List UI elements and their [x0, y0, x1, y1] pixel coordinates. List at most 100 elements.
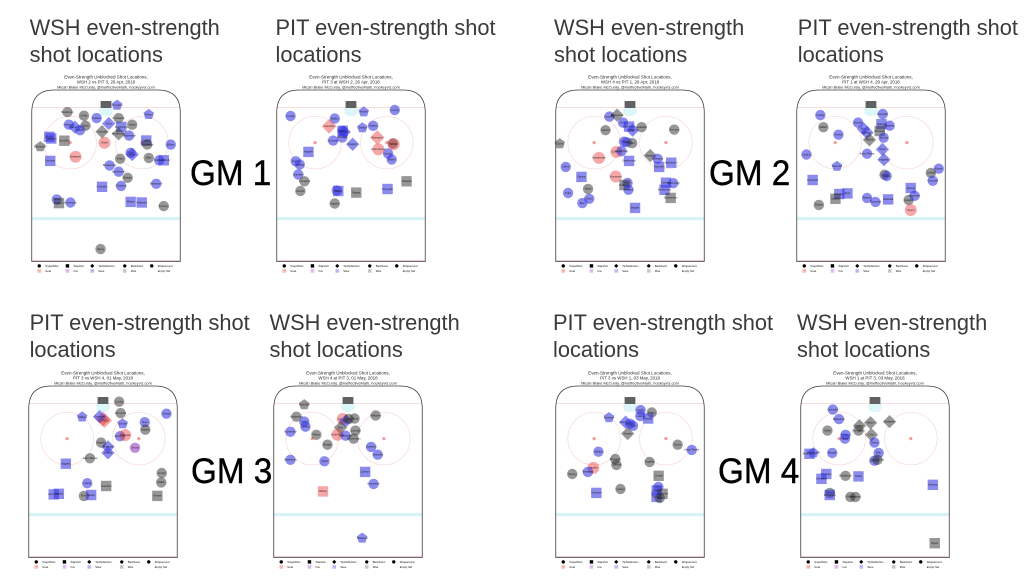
svg-text:Carlson: Carlson	[601, 128, 610, 132]
svg-text:Backstrom: Backstrom	[611, 113, 623, 117]
svg-text:Even-Strength Unblocked Shot L: Even-Strength Unblocked Shot Locations,	[833, 371, 917, 376]
svg-text:Goal: Goal	[811, 269, 817, 273]
svg-text:WSH 4 vs PIT 1, 29 Apr, 2018: WSH 4 vs PIT 1, 29 Apr, 2018	[601, 80, 660, 85]
svg-text:Empty Net: Empty Net	[400, 565, 413, 569]
svg-text:Letang: Letang	[617, 487, 625, 491]
svg-text:Micah Blake McCurdy, @Ineffect: Micah Blake McCurdy, @IneffectiveMath, h…	[302, 85, 400, 90]
svg-text:Aston-Reese: Aston-Reese	[685, 448, 701, 452]
svg-text:Wilson: Wilson	[629, 128, 637, 132]
svg-text:Kuznetsov: Kuznetsov	[141, 142, 154, 146]
svg-text:Kessel: Kessel	[645, 416, 653, 420]
svg-text:Aston-Reese: Aston-Reese	[82, 456, 98, 460]
svg-text:Hagelin: Hagelin	[96, 440, 105, 444]
svg-text:Wraparound: Wraparound	[927, 560, 942, 564]
svg-text:Stephenson: Stephenson	[347, 437, 361, 441]
svg-text:Smith-Pelly: Smith-Pelly	[615, 149, 629, 153]
svg-text:Djoos: Djoos	[842, 437, 849, 441]
svg-text:Kuznetsov: Kuznetsov	[853, 428, 866, 432]
svg-text:Even-Strength Unblocked Shot L: Even-Strength Unblocked Shot Locations,	[306, 371, 390, 376]
svg-text:Eller: Eller	[78, 128, 83, 132]
svg-text:Micah Blake McCurdy, @Ineffect: Micah Blake McCurdy, @IneffectiveMath, h…	[581, 381, 679, 386]
svg-text:Wraparound: Wraparound	[923, 264, 938, 268]
svg-text:Kuznetsov: Kuznetsov	[824, 493, 837, 497]
svg-text:Oshie: Oshie	[620, 120, 627, 124]
svg-text:Miss: Miss	[373, 565, 379, 569]
svg-text:Djoos: Djoos	[585, 187, 592, 191]
svg-text:Snap/Wrist: Snap/Wrist	[815, 560, 828, 564]
svg-text:Hagelin: Hagelin	[61, 462, 70, 466]
svg-text:Ovechkin: Ovechkin	[816, 477, 827, 481]
svg-text:Slapshot: Slapshot	[843, 560, 854, 564]
svg-text:Ovechkin: Ovechkin	[604, 114, 615, 118]
svg-text:Sprong: Sprong	[568, 472, 577, 476]
svg-text:Smith-Pelly: Smith-Pelly	[871, 458, 885, 462]
svg-text:Sheary: Sheary	[162, 412, 171, 416]
svg-text:Orlov: Orlov	[129, 152, 136, 156]
svg-text:Snap/Wrist: Snap/Wrist	[291, 264, 304, 268]
svg-text:Miss: Miss	[655, 269, 661, 273]
svg-text:Vrana: Vrana	[586, 197, 593, 201]
svg-text:Burakovsky: Burakovsky	[592, 156, 606, 160]
svg-text:Schultz: Schultz	[54, 492, 63, 496]
svg-text:Dumoulin: Dumoulin	[610, 457, 622, 461]
svg-text:Even-Strength Unblocked Shot L: Even-Strength Unblocked Shot Locations,	[309, 75, 393, 80]
svg-text:Smith-Pelly: Smith-Pelly	[115, 125, 129, 129]
svg-text:Backstrom: Backstrom	[833, 417, 845, 421]
svg-text:Orlov: Orlov	[565, 191, 572, 195]
svg-text:Carlson: Carlson	[361, 470, 370, 474]
svg-text:Micah Blake McCurdy, @Ineffect: Micah Blake McCurdy, @IneffectiveMath, h…	[581, 85, 679, 90]
svg-text:Chiasson: Chiasson	[46, 136, 57, 140]
svg-text:Vrana: Vrana	[117, 157, 124, 161]
svg-text:Wraparound: Wraparound	[158, 264, 173, 268]
svg-text:Guentzel: Guentzel	[324, 124, 335, 128]
svg-text:WSH 1 at PIT 3, 03 May, 2018: WSH 1 at PIT 3, 03 May, 2018	[846, 376, 906, 381]
svg-text:Maatta: Maatta	[595, 450, 603, 454]
svg-text:Even-Strength Unblocked Shot L: Even-Strength Unblocked Shot Locations,	[61, 371, 145, 376]
svg-text:Kempny: Kempny	[46, 159, 56, 163]
svg-text:Letang: Letang	[296, 162, 304, 166]
svg-text:Miss: Miss	[131, 269, 137, 273]
svg-text:Sprong: Sprong	[907, 186, 916, 190]
svg-text:Oshie: Oshie	[301, 419, 308, 423]
svg-text:Hornqvist: Hornqvist	[299, 179, 310, 183]
svg-text:Eller: Eller	[146, 156, 151, 160]
svg-text:PIT 3 vs WSH 4, 01 May, 2018: PIT 3 vs WSH 4, 01 May, 2018	[73, 376, 133, 381]
svg-text:Kessel: Kessel	[653, 488, 661, 492]
svg-text:Rust: Rust	[142, 420, 148, 424]
svg-text:Empty Net: Empty Net	[158, 269, 171, 273]
svg-text:Even-Strength Unblocked Shot L: Even-Strength Unblocked Shot Locations,	[588, 75, 672, 80]
svg-text:Iron: Iron	[598, 269, 603, 273]
svg-text:Rust: Rust	[657, 496, 663, 500]
svg-text:Smith-Pelly: Smith-Pelly	[667, 181, 681, 185]
svg-text:Ovechkin: Ovechkin	[97, 185, 108, 189]
svg-text:Sheary: Sheary	[87, 493, 96, 497]
svg-text:Wilson: Wilson	[127, 200, 135, 204]
svg-text:Hornqvist: Hornqvist	[657, 492, 668, 496]
svg-text:Kempny: Kempny	[928, 483, 938, 487]
svg-text:Kessel: Kessel	[835, 133, 843, 137]
svg-text:Snap/Wrist: Snap/Wrist	[46, 264, 59, 268]
svg-text:Slapshot: Slapshot	[839, 264, 850, 268]
svg-text:Dumoulin: Dumoulin	[878, 112, 890, 116]
svg-text:Kuznetsov: Kuznetsov	[610, 174, 623, 178]
svg-text:Brassard: Brassard	[372, 135, 383, 139]
svg-text:Sheary: Sheary	[815, 203, 824, 207]
svg-text:Empty Net: Empty Net	[682, 565, 695, 569]
svg-text:Hornqvist: Hornqvist	[807, 178, 818, 182]
svg-text:Letang: Letang	[100, 418, 108, 422]
svg-text:Goal: Goal	[42, 565, 48, 569]
svg-text:Smith-Pelly: Smith-Pelly	[157, 158, 171, 162]
svg-text:Burakovsky: Burakovsky	[112, 132, 126, 136]
svg-text:Guentzel: Guentzel	[928, 179, 939, 183]
svg-text:Oleksiak: Oleksiak	[612, 463, 623, 467]
svg-text:Goal: Goal	[815, 565, 821, 569]
svg-text:Letang: Letang	[83, 481, 91, 485]
svg-text:Niskanen: Niskanen	[370, 413, 381, 417]
svg-text:Wilson: Wilson	[867, 421, 875, 425]
svg-text:Wilson: Wilson	[167, 142, 175, 146]
svg-text:Oshie: Oshie	[855, 474, 862, 478]
svg-text:Backhand: Backhand	[131, 264, 143, 268]
svg-text:Crosby: Crosby	[384, 151, 393, 155]
svg-text:Tip/Deflection: Tip/Deflection	[868, 560, 885, 564]
svg-text:Oshie: Oshie	[563, 165, 570, 169]
